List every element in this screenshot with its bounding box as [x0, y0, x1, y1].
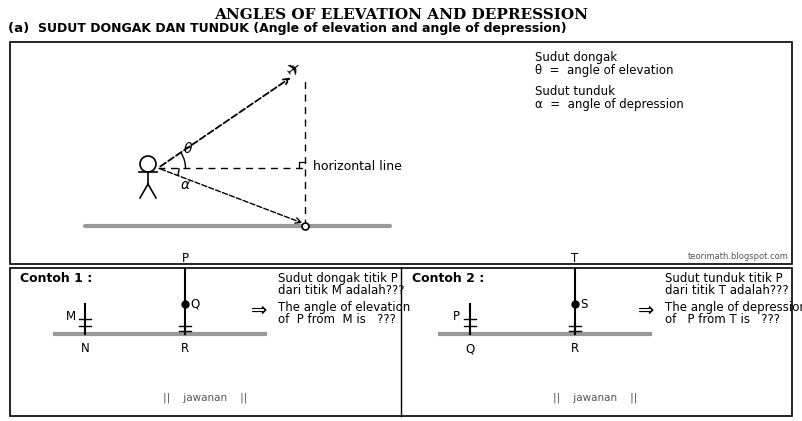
Text: S: S	[580, 298, 587, 311]
Text: Q: Q	[465, 342, 475, 355]
Text: The angle of depression: The angle of depression	[665, 301, 802, 314]
Text: Sudut dongak titik P: Sudut dongak titik P	[278, 272, 398, 285]
Text: ANGLES OF ELEVATION AND DEPRESSION: ANGLES OF ELEVATION AND DEPRESSION	[214, 8, 588, 22]
Text: SUDUT DONGAK DAN TUNDUK (Angle of elevation and angle of depression): SUDUT DONGAK DAN TUNDUK (Angle of elevat…	[38, 22, 567, 35]
Text: P: P	[181, 252, 188, 265]
Text: T: T	[571, 252, 578, 265]
Text: $\alpha$: $\alpha$	[180, 178, 191, 192]
Text: Contoh 2 :: Contoh 2 :	[412, 272, 484, 285]
Text: M: M	[66, 309, 76, 322]
Text: teorimath.blogspot.com: teorimath.blogspot.com	[688, 252, 789, 261]
Text: N: N	[81, 342, 89, 355]
Text: θ  =  angle of elevation: θ = angle of elevation	[535, 64, 674, 77]
Text: P: P	[452, 309, 460, 322]
Text: of   P from T is   ???: of P from T is ???	[665, 313, 780, 326]
Text: R: R	[571, 342, 579, 355]
Text: The angle of elevation: The angle of elevation	[278, 301, 411, 314]
Bar	[10, 268, 792, 416]
Text: $\theta$: $\theta$	[183, 141, 193, 156]
Text: Sudut tunduk: Sudut tunduk	[535, 85, 615, 98]
Text: ||    jawanan    ||: || jawanan ||	[163, 392, 247, 403]
Text: Contoh 1 :: Contoh 1 :	[20, 272, 92, 285]
Text: ||    jawanan    ||: || jawanan ||	[553, 392, 637, 403]
Text: Q: Q	[190, 298, 199, 311]
Text: of  P from  M is   ???: of P from M is ???	[278, 313, 396, 326]
Text: (a): (a)	[8, 22, 43, 35]
Text: ✈: ✈	[283, 58, 306, 82]
Text: horizontal line: horizontal line	[313, 160, 402, 173]
Text: dari titik M adalah???: dari titik M adalah???	[278, 284, 404, 297]
Text: α  =  angle of depression: α = angle of depression	[535, 98, 684, 111]
Text: Sudut tunduk titik P: Sudut tunduk titik P	[665, 272, 783, 285]
Text: dari titik T adalah???: dari titik T adalah???	[665, 284, 788, 297]
Text: R: R	[181, 342, 189, 355]
Bar	[10, 42, 792, 264]
Text: $\Rightarrow$: $\Rightarrow$	[634, 299, 655, 319]
Text: $\Rightarrow$: $\Rightarrow$	[247, 299, 269, 319]
Text: Sudut dongak: Sudut dongak	[535, 51, 617, 64]
